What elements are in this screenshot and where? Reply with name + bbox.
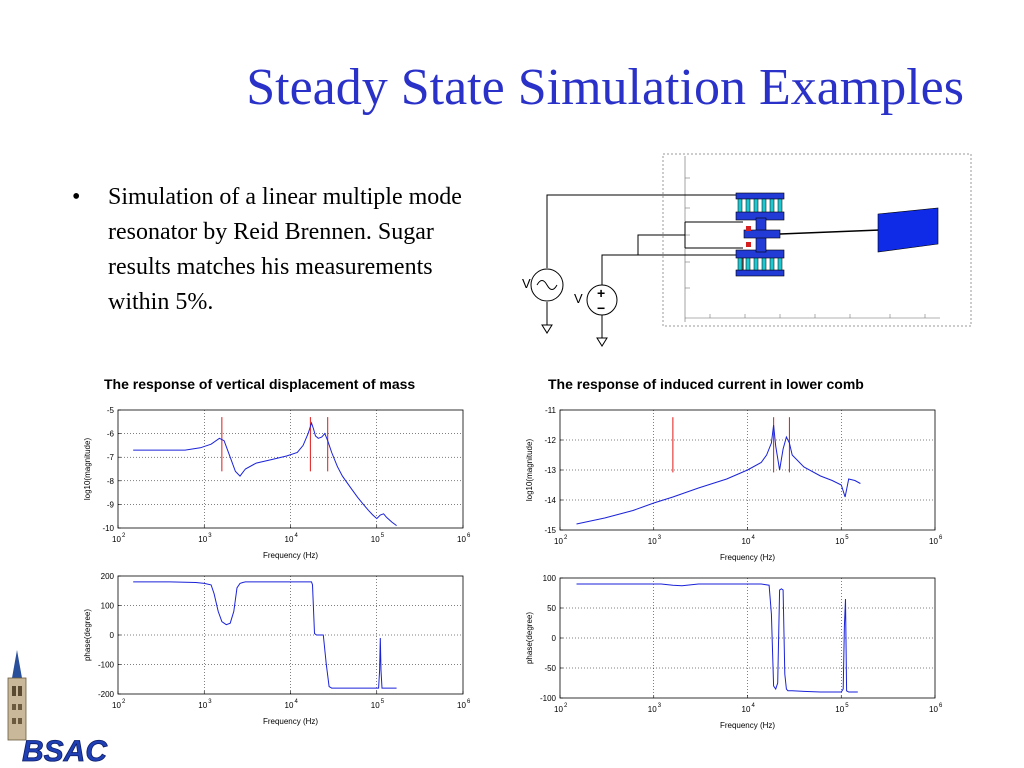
- y-tick-label: -100: [540, 694, 557, 703]
- x-tick-label: 10: [835, 537, 844, 546]
- x-tick-label: 10: [835, 705, 844, 714]
- x-tick-label: 10: [554, 705, 563, 714]
- plot-frame: [559, 409, 936, 531]
- x-tick-exponent: 3: [658, 535, 662, 541]
- x-tick-label: 10: [371, 701, 380, 710]
- x-tick-exponent: 5: [845, 703, 849, 709]
- x-tick-exponent: 4: [295, 533, 299, 539]
- y-tick-label: -50: [544, 664, 556, 673]
- y-tick-label: -12: [544, 436, 556, 445]
- y-tick-label: -14: [544, 496, 556, 505]
- y-tick-label: 100: [543, 574, 557, 583]
- x-tick-exponent: 4: [752, 703, 756, 709]
- x-tick-exponent: 2: [564, 703, 568, 709]
- x-axis-label: Frequency (Hz): [720, 721, 775, 730]
- ground-icon: [541, 324, 553, 334]
- dc-minus-sign: −: [597, 300, 605, 316]
- x-axis-label: Frequency (Hz): [720, 553, 775, 562]
- resonator-diagram: V + − V: [522, 153, 972, 347]
- dc-source: [586, 284, 618, 316]
- campanile-tower-icon: [7, 650, 27, 741]
- sim-plot-frame: [662, 153, 972, 327]
- x-tick-label: 10: [457, 701, 466, 710]
- x-tick-label: 10: [648, 537, 657, 546]
- x-tick-label: 10: [285, 535, 294, 544]
- plot-frame: [117, 409, 464, 529]
- sim-plot-ticks: [685, 177, 926, 318]
- resonator-structure: [735, 192, 939, 277]
- x-tick-exponent: 3: [208, 699, 212, 705]
- x-tick-exponent: 4: [752, 535, 756, 541]
- y-axis-label: phase(degree): [525, 612, 534, 664]
- y-tick-label: -8: [107, 477, 115, 486]
- y-tick-label: -10: [102, 524, 114, 533]
- series-line: [133, 581, 397, 689]
- y-tick-label: 50: [547, 604, 556, 613]
- y-tick-label: -13: [544, 466, 556, 475]
- bullet-text: Simulation of a linear multiple mode res…: [108, 184, 462, 315]
- x-tick-exponent: 6: [467, 533, 471, 539]
- x-tick-label: 10: [457, 535, 466, 544]
- x-tick-label: 10: [198, 535, 207, 544]
- x-tick-exponent: 6: [939, 703, 943, 709]
- x-tick-exponent: 3: [208, 533, 212, 539]
- ac-source-label: V: [522, 276, 531, 291]
- y-tick-label: -5: [107, 406, 115, 415]
- x-tick-label: 10: [371, 535, 380, 544]
- plot-frame: [559, 577, 936, 699]
- x-tick-label: 10: [112, 535, 121, 544]
- x-tick-exponent: 4: [295, 699, 299, 705]
- x-tick-exponent: 5: [381, 533, 385, 539]
- x-tick-exponent: 5: [381, 699, 385, 705]
- x-tick-exponent: 2: [564, 535, 568, 541]
- x-tick-label: 10: [285, 701, 294, 710]
- dc-plus-sign: +: [597, 285, 605, 301]
- plot-title-displacement: The response of vertical displacement of…: [104, 376, 416, 392]
- series-line: [133, 421, 397, 527]
- circuit-wires: [546, 194, 744, 338]
- x-tick-label: 10: [198, 701, 207, 710]
- y-tick-label: -7: [107, 453, 115, 462]
- y-tick-label: 200: [101, 572, 115, 581]
- y-tick-label: -6: [107, 430, 115, 439]
- y-axis-label: log10(magnitude): [83, 438, 92, 501]
- y-tick-label: -9: [107, 500, 115, 509]
- y-tick-label: -11: [545, 406, 557, 415]
- bullet-symbol: •: [72, 184, 81, 210]
- x-tick-label: 10: [929, 537, 938, 546]
- y-axis-label: log10(magnitude): [525, 439, 534, 502]
- y-tick-label: -15: [544, 526, 556, 535]
- plot-frame: [117, 575, 464, 695]
- x-tick-exponent: 6: [467, 699, 471, 705]
- x-tick-exponent: 2: [122, 533, 126, 539]
- x-axis-label: Frequency (Hz): [263, 551, 318, 560]
- sine-icon: [536, 280, 558, 290]
- plot-title-current: The response of induced current in lower…: [548, 376, 864, 392]
- x-tick-label: 10: [648, 705, 657, 714]
- series-line: [576, 583, 858, 693]
- x-axis-label: Frequency (Hz): [263, 717, 318, 726]
- dc-source-label: V: [574, 291, 583, 306]
- bsac-logo: BSAC: [7, 650, 109, 768]
- x-tick-label: 10: [929, 705, 938, 714]
- series-line: [576, 424, 861, 525]
- y-tick-label: 0: [552, 634, 557, 643]
- y-tick-label: 100: [101, 602, 115, 611]
- bsac-logo-text: BSAC: [22, 735, 108, 768]
- x-tick-label: 10: [742, 537, 751, 546]
- x-tick-label: 10: [742, 705, 751, 714]
- x-tick-exponent: 3: [658, 703, 662, 709]
- x-tick-exponent: 6: [939, 535, 943, 541]
- ground-icon: [596, 337, 608, 347]
- slide-title: Steady State Simulation Examples: [246, 59, 964, 116]
- x-tick-label: 10: [554, 537, 563, 546]
- x-tick-exponent: 5: [845, 535, 849, 541]
- y-tick-label: 0: [110, 631, 115, 640]
